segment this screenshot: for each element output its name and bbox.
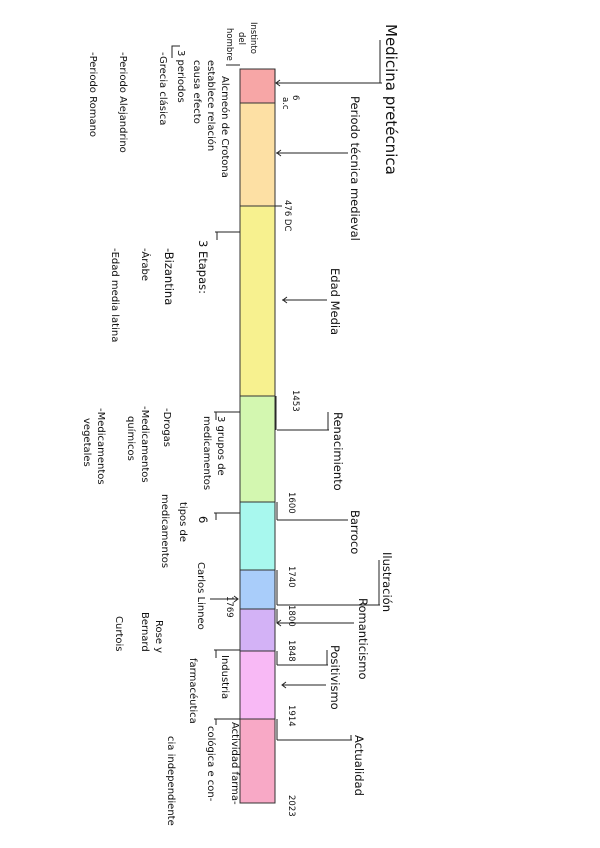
date-1848: 1848 xyxy=(286,640,296,662)
note-instinto-2: del xyxy=(236,32,246,45)
note-tipos-medicamentos: medicamentos xyxy=(159,494,170,569)
note-alcmeon-1: Alcmeón de Crotona xyxy=(219,76,230,178)
segment-inicio xyxy=(239,68,276,104)
date-6ac-suffix: a.c xyxy=(280,97,290,110)
note-actividad-2: cológica e con- xyxy=(205,726,216,802)
segment-romanticismo xyxy=(239,608,276,652)
note-actividad-1: Actividad farma- xyxy=(229,722,240,805)
date-1800: 1800 xyxy=(286,605,296,627)
label-periodo-tecnica-medieval: Periodo técnica medieval xyxy=(348,96,362,241)
note-grecia: -Grecia clásica xyxy=(157,52,168,126)
segment-barroco xyxy=(239,501,276,571)
timeline-bar xyxy=(239,68,276,804)
note-arabe: -Árabe xyxy=(139,248,150,281)
note-med-quimicos-1: -Medicamentos xyxy=(139,406,150,483)
label-renacimiento: Renacimiento xyxy=(331,412,345,491)
segment-renacimiento xyxy=(239,395,276,503)
date-1600: 1600 xyxy=(286,492,296,514)
note-med-vegetales-2: vegetales xyxy=(81,418,92,467)
note-curtois: Curtois xyxy=(113,616,124,652)
note-med-quimicos-2: químicos xyxy=(125,416,136,461)
note-farmaceutica: farmacéutica xyxy=(187,658,198,724)
date-1914: 1914 xyxy=(286,705,296,727)
note-3-grupos: 3 grupos de xyxy=(215,416,226,476)
label-medicina-pretecnica: Medicina pretécnica xyxy=(382,24,400,175)
note-med-vegetales-1: -Medicamentos xyxy=(95,408,106,485)
date-2023: 2023 xyxy=(286,795,296,817)
label-romanticismo: Romanticismo xyxy=(356,598,370,680)
label-actualidad: Actualidad xyxy=(352,735,366,796)
note-drogas: -Drogas xyxy=(161,408,172,448)
label-barroco: Barroco xyxy=(348,510,362,555)
note-actividad-3: cia independiente xyxy=(165,736,176,826)
note-romano: -Periodo Romano xyxy=(87,52,98,138)
date-476dc: 476 DC xyxy=(282,200,292,232)
note-bernard: Bernard xyxy=(139,612,150,652)
date-1769: 1769 xyxy=(224,596,234,618)
note-tipos-de: tipos de xyxy=(177,502,188,543)
note-edad-media-latina: -Edad media latina xyxy=(109,248,120,343)
label-positivismo: Positivismo xyxy=(328,645,342,710)
segment-positivismo xyxy=(239,650,276,720)
note-carlos-linneo: Carlos Linneo xyxy=(195,562,206,630)
note-3-etapas: 3 Etapas: xyxy=(196,240,210,295)
date-6ac: 6 xyxy=(290,95,300,101)
note-3-periodos: 3 periodos xyxy=(175,50,186,103)
note-medicamentos: medicamentos xyxy=(201,416,212,491)
note-6: 6 xyxy=(196,516,210,524)
connector-lines xyxy=(171,40,382,741)
note-industria: Industria xyxy=(219,655,230,700)
note-bizantina: -Bizantina xyxy=(162,248,176,306)
segment-actualidad xyxy=(239,718,276,804)
date-1453: 1453 xyxy=(290,390,300,412)
segment-tecnica-medieval xyxy=(239,102,276,207)
segment-ilustracion xyxy=(239,569,276,610)
segment-edad-media xyxy=(239,205,276,397)
note-alcmeon-2: establece relación xyxy=(205,60,216,152)
date-1740: 1740 xyxy=(286,566,296,588)
note-instinto-1: Instinto xyxy=(248,22,258,54)
note-alcmeon-3: causa efecto xyxy=(191,60,202,124)
note-instinto-3: hombre xyxy=(224,28,234,61)
note-alejandrino: -Periodo Alejandrino xyxy=(117,52,128,153)
note-rose: Rose y xyxy=(153,620,164,654)
label-ilustracion: Ilustración xyxy=(380,552,394,612)
label-edad-media: Edad Media xyxy=(328,268,342,336)
